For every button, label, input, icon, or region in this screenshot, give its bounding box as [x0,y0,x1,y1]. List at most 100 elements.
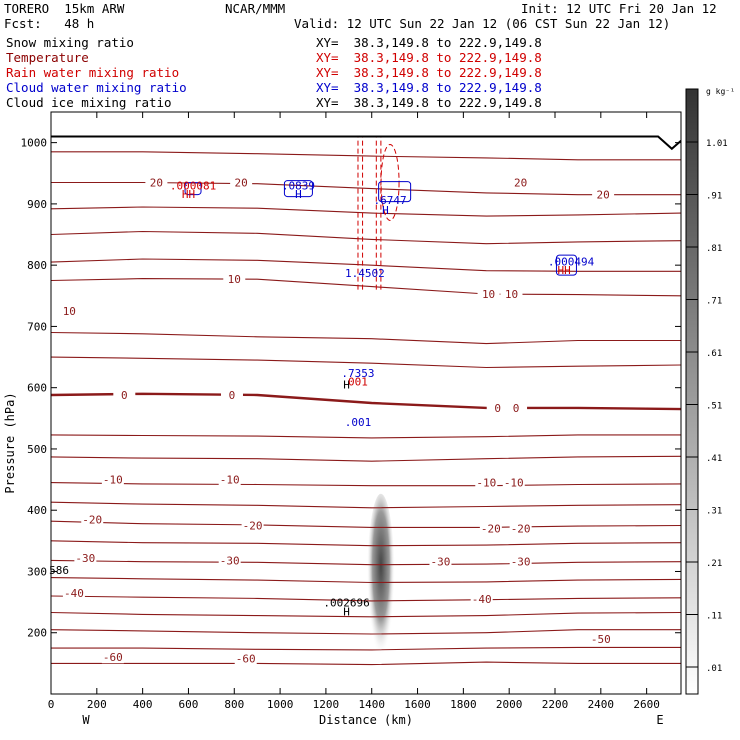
plot-frame [50,111,682,695]
temperature-label: 10 [505,288,518,301]
temperature-label: -10 [103,474,123,487]
colorbar-label: .91 [706,192,722,202]
temperature-label-bg [220,389,243,402]
temperature-label: -20 [243,520,263,533]
isotherm-line-1 [51,646,681,651]
isotherm-line-14 [50,356,682,369]
temperature-label-bg [509,555,532,568]
temperature-label: -40 [472,593,492,606]
colorbar-label: .71 [706,297,722,307]
field-label-cloud-ice: Cloud ice mixing ratio [6,95,172,110]
temperature-label: -30 [220,554,240,567]
temperature-label-bg [58,305,81,318]
extremum-label: .001 [345,416,372,429]
x-tick-label: 200 [87,698,107,711]
x-tick-label: 0 [48,698,55,711]
temperature-label: 0 [121,389,128,402]
temperature-label: 20 [596,189,609,202]
isotherm-line-17 [50,258,681,272]
temperature-label: -10 [476,477,496,490]
y-tick-label: 400 [27,504,47,517]
x-axis-label: Distance (km) [319,713,413,727]
model-title: TORERO 15km ARW [4,1,125,16]
extremum-label: .002696 [323,597,369,610]
temperature-label-bg [223,273,246,286]
temperature-label: -20 [82,513,102,526]
y-tick-label: 900 [27,198,47,211]
isotherm-line-16 [50,278,682,297]
isotherm-line-2 [50,629,681,635]
extremum-label: .6747 [373,194,406,207]
extremum-label: 586 [49,564,69,577]
y-tick-label: 200 [27,627,47,640]
temperature-label: -10 [220,474,240,487]
temperature-label-bg [230,176,253,189]
temperature-label: 0 [494,402,501,415]
extremum-label: 001 [348,376,368,389]
colorbar-label: .51 [706,402,722,412]
isotherm-line-3 [50,611,682,618]
colorbar-label: 1.01 [706,139,728,149]
x-tick-label: 1400 [358,698,385,711]
temperature-label-bg [218,554,241,567]
x-tick-label: 1200 [313,698,340,711]
temperature-label: -30 [431,556,451,569]
temperature-label-bg [234,652,257,665]
colorbar-label: .21 [706,559,722,569]
colorbar-label: .01 [706,664,722,674]
extremum-label: H [382,204,389,217]
isotherm-line-18 [50,230,682,245]
isotherm-line-20 [51,181,681,196]
colorbar-label: .11 [706,612,722,622]
extremum-label: H [343,379,350,392]
extremum-label: .000494 [548,255,595,268]
y-tick-label: 600 [27,382,47,395]
temperature-label-bg [241,519,264,532]
temperature-label: 20 [235,176,248,189]
temperature-label: -30 [75,552,95,565]
rain-water-contour-1 [375,136,382,290]
temperature-label-bg [81,513,104,526]
x-tick-label: 1600 [404,698,431,711]
temperature-label-bg [592,188,615,201]
y-axis-label: Pressure (hPa) [3,392,17,493]
temperature-label-bg [500,287,523,300]
temperature-label-bg [74,551,97,564]
extremum-label: .000081 [170,180,216,193]
field-label-rain: Rain water mixing ratio [6,65,180,80]
colorbar-unit: g kg⁻¹ [706,87,735,96]
temperature-label: 10 [482,288,495,301]
colorbar [685,88,699,695]
forecast-hour: Fcst: 48 h [4,16,95,31]
x-tick-label: 2600 [633,698,660,711]
colorbar-label: .41 [706,454,722,464]
temperature-label-bg [589,632,612,645]
temperature-label: -20 [481,523,501,536]
temperature-label: -10 [504,477,524,490]
west-end-label: W [82,713,90,727]
isotherm-line-4 [50,595,682,602]
field-xy-cloud-ice: XY= 38.3,149.8 to 222.9,149.8 [316,95,542,110]
temperature-label-bg [113,389,136,402]
temperature-label-bg [62,586,85,599]
temperature-label-bg [477,287,500,300]
isotherm-line-21 [51,151,681,161]
isotherm-line-10 [50,482,682,487]
temperature-label-bg [145,176,168,189]
isotherm-line-7 [50,540,682,547]
valid-time: Valid: 12 UTC Sun 22 Jan 12 (06 CST Sun … [294,16,671,31]
extremum-label: .0839 [282,180,315,193]
x-tick-label: 600 [179,698,199,711]
rain-water-contour-0 [357,136,364,290]
field-label-cloud-water: Cloud water mixing ratio [6,80,187,95]
temperature-label: 10 [228,273,241,286]
isotherm-line-9 [50,501,682,509]
x-tick-label: 2400 [588,698,615,711]
isotherm-line-13 [50,392,682,411]
x-tick-label: 800 [224,698,244,711]
temperature-label: -30 [511,556,531,569]
colorbar-label: .61 [706,349,722,359]
temperature-label-bg [479,522,502,535]
field-xy-rain: XY= 38.3,149.8 to 222.9,149.8 [316,65,542,80]
temperature-label-bg [486,401,509,414]
